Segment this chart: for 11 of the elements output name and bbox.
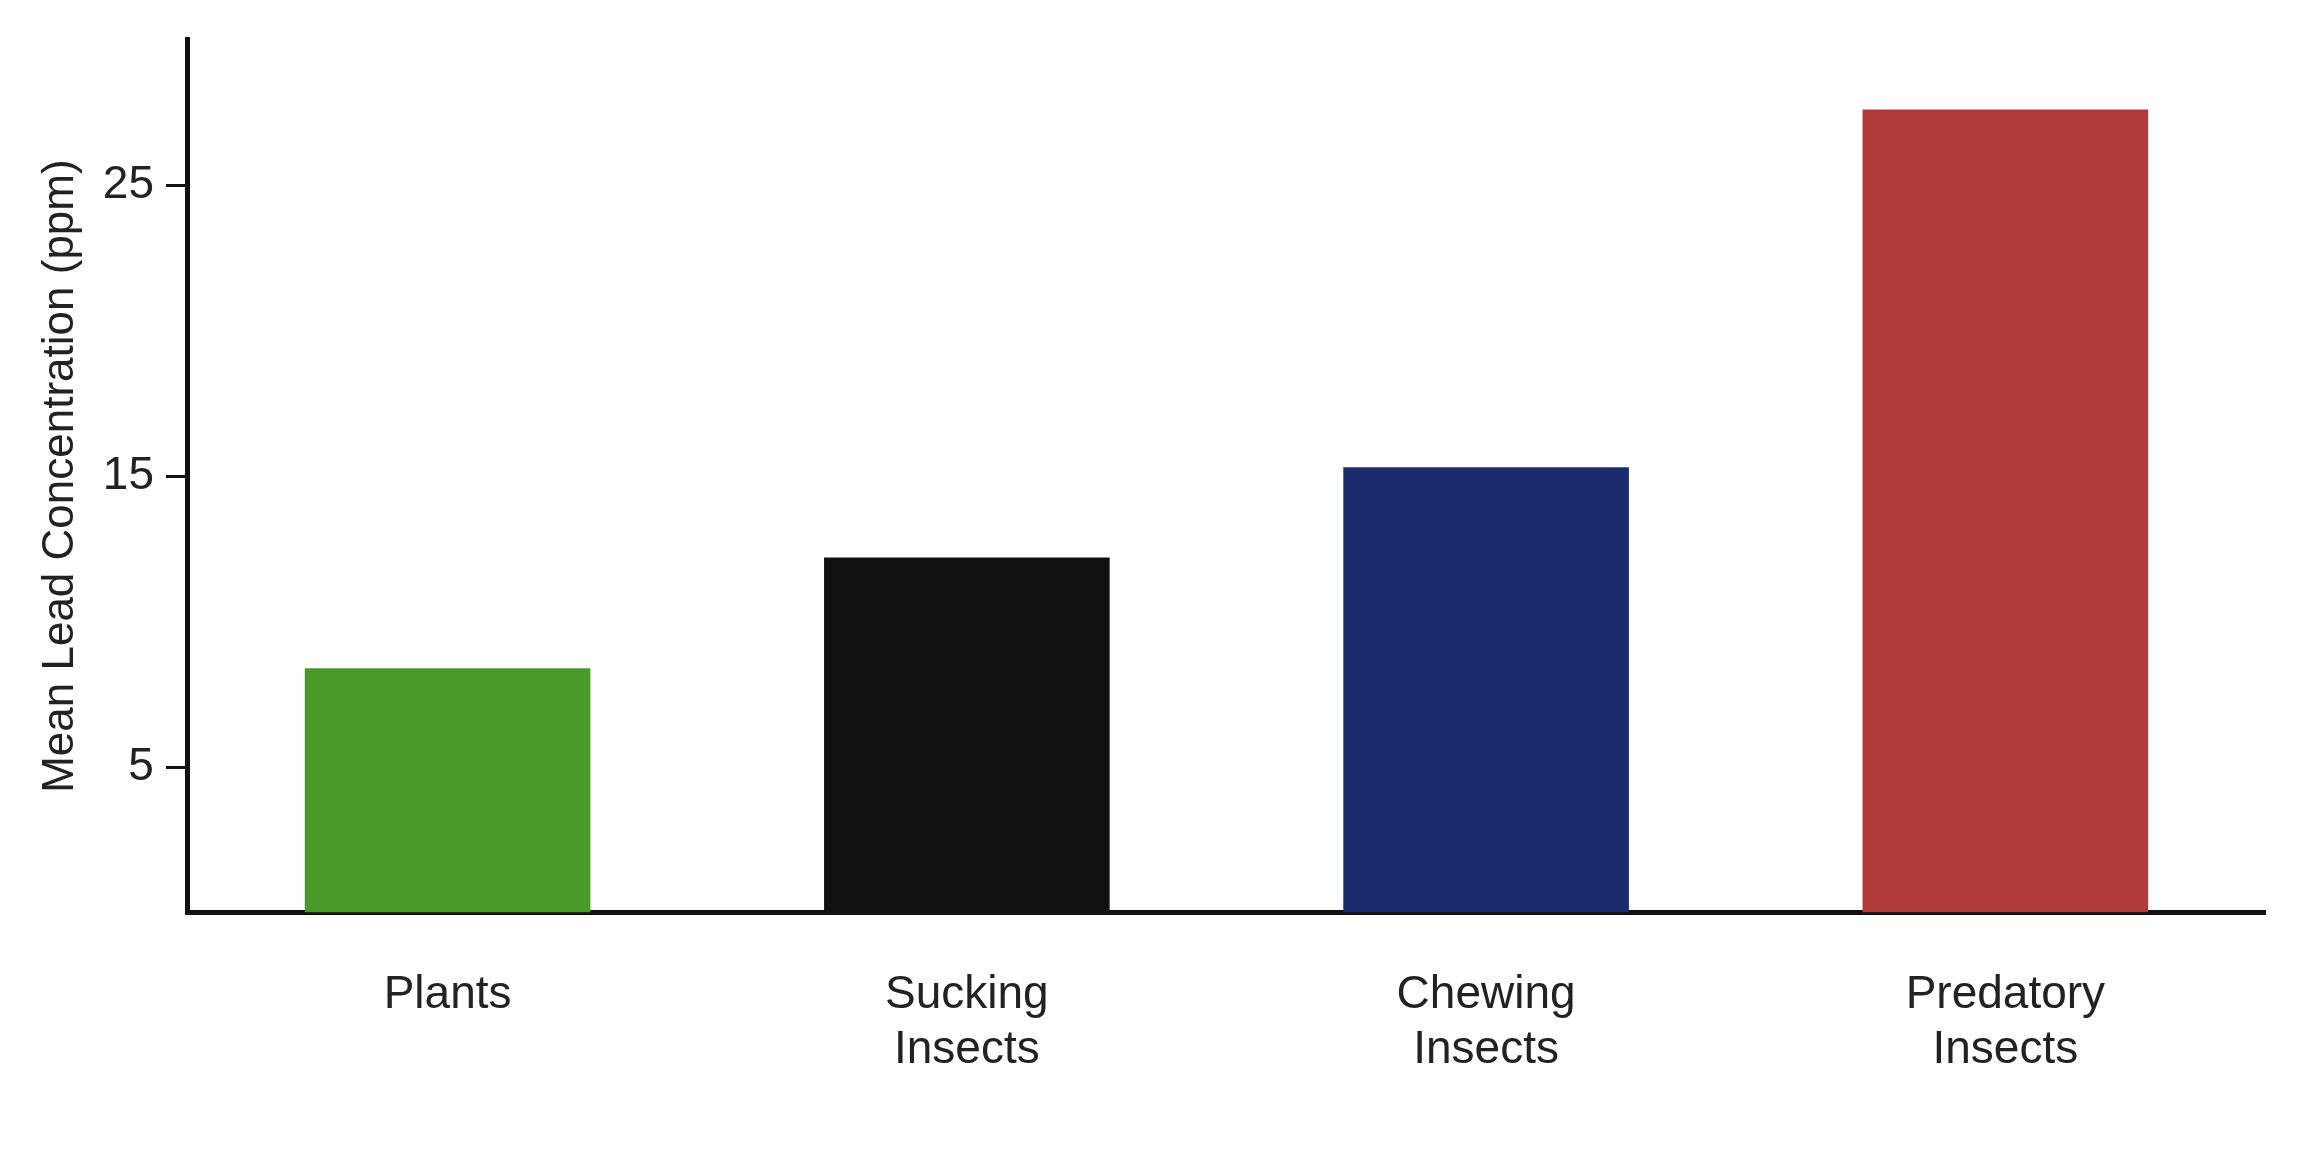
bar [304,668,591,913]
y-axis-title: Mean Lead Concentration (ppm) [32,159,82,793]
y-tick-label: 25 [102,155,154,208]
x-tick-label: Sucking Insects [885,965,1049,1074]
bar [1862,109,2149,913]
x-tick-label: Predatory Insects [1905,965,2106,1074]
y-tick-label: 5 [128,737,154,790]
y-tick-label: 15 [102,446,154,499]
x-tick-label: Chewing Insects [1396,965,1576,1074]
x-tick-label: Plants [383,965,512,1018]
bar [1343,467,1629,913]
